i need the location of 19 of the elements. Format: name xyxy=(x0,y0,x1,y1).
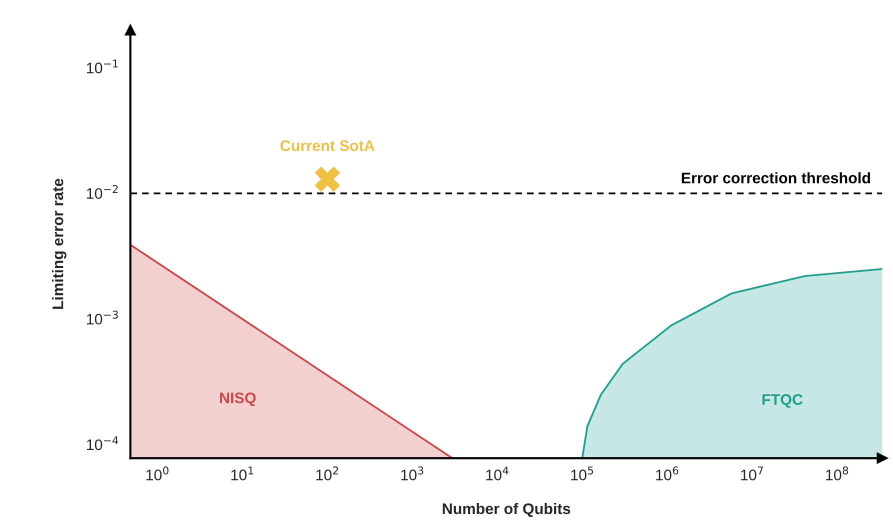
x-tick-label: 10$^{4}$ xyxy=(486,466,508,480)
x-tick-label: 10$^{5}$ xyxy=(571,466,594,480)
x-tick-label: 10$^{7}$ xyxy=(741,466,763,480)
y-axis-title: Limiting error rate xyxy=(52,178,66,309)
series-label: FTQC xyxy=(762,394,803,408)
y-tick-label: 10$^{−3}$ xyxy=(86,310,118,325)
y-tick-label: 10$^{−1}$ xyxy=(86,60,118,74)
x-tick-label: 10$^{6}$ xyxy=(656,466,678,480)
x-tick-label: 10$^{2}$ xyxy=(316,466,338,480)
series-label: NISQ xyxy=(220,392,256,406)
x-tick-label: 10$^{0}$ xyxy=(146,466,168,480)
y-tick-label: 10$^{−2}$ xyxy=(86,185,118,199)
y-tick-label: 10$^{−4}$ xyxy=(86,436,118,450)
x-tick-label: 10$^{8}$ xyxy=(826,466,848,480)
series-label: Current SotA xyxy=(280,140,375,152)
x-tick-label: 10$^{1}$ xyxy=(231,466,254,480)
x-axis-title: Number of Qubits xyxy=(442,502,570,518)
ref-line-label: Error correction threshold xyxy=(682,172,870,184)
x-tick-label: 10$^{3}$ xyxy=(401,466,424,480)
